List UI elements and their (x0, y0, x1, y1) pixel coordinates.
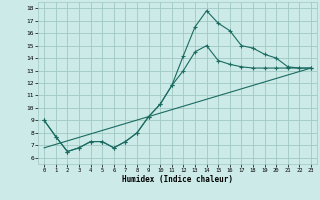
X-axis label: Humidex (Indice chaleur): Humidex (Indice chaleur) (122, 175, 233, 184)
